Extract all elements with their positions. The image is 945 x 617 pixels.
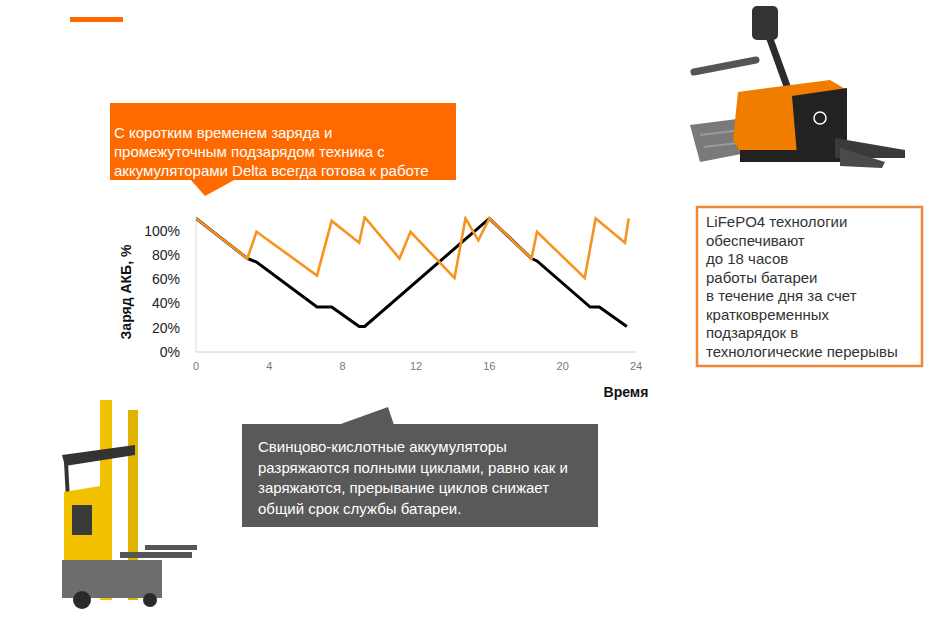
callout-line: LiFePO4 технологии xyxy=(706,213,847,230)
plot-area xyxy=(196,217,629,326)
infographic: 0% 20% 40% 60% 80% 100% 0 4 8 12 16 20 24 Заряд АКБ, … xyxy=(0,0,945,617)
callout-line: до 18 часов xyxy=(706,250,788,267)
wheel xyxy=(143,593,157,607)
logo xyxy=(814,112,826,124)
callout-line: работы батареи xyxy=(706,269,817,286)
pallet-truck-illustration xyxy=(690,6,905,168)
x-tick-label: 4 xyxy=(266,360,272,372)
truck-base xyxy=(740,150,850,162)
seat xyxy=(72,505,92,535)
y-tick-label: 80% xyxy=(152,247,180,263)
callout-line: разряжаются полными циклами, равно как и xyxy=(258,459,568,476)
y-tick-label: 60% xyxy=(152,271,180,287)
overhead-guard xyxy=(62,445,135,466)
x-tick-label: 20 xyxy=(557,360,569,372)
bordered-callout: LiFePO4 технологии обеспечиваютдо 18 часо… xyxy=(697,207,922,366)
callout-line: в течение дня за счет xyxy=(706,287,857,304)
callout-pointer xyxy=(190,179,236,196)
truck-base xyxy=(62,560,162,598)
callout-line: подзарядок в xyxy=(706,324,798,341)
callout-line: Свинцово-кислотные аккумуляторы xyxy=(258,438,507,455)
header-accent xyxy=(70,17,123,22)
x-axis-title: Время xyxy=(604,384,649,400)
callout-text: С коротким временем заряда и промежуточны… xyxy=(114,124,429,179)
callout-box xyxy=(697,207,922,366)
truck-body xyxy=(733,80,847,160)
callout-line: общий срок службы батареи. xyxy=(258,500,461,517)
callout-text: LiFePO4 технологии обеспечиваютдо 18 часо… xyxy=(706,213,898,360)
y-axis-title: Заряд АКБ, % xyxy=(118,244,134,339)
y-tick-label: 0% xyxy=(160,344,180,360)
x-axis-line xyxy=(196,352,636,353)
callout-line: С коротким временем заряда и xyxy=(114,124,332,141)
fork xyxy=(120,552,192,558)
y-tick-label: 20% xyxy=(152,320,180,336)
y-tick-label: 100% xyxy=(144,223,180,239)
callout-line: кратковременных xyxy=(706,306,830,323)
line-chart: 0% 20% 40% 60% 80% 100% 0 4 8 12 16 20 24 Заряд АКБ, … xyxy=(118,216,648,400)
callout-line: обеспечивают xyxy=(706,232,805,249)
fork xyxy=(145,545,197,550)
x-tick-label: 0 xyxy=(193,360,199,372)
gray-callout: Свинцово-кислотные аккумуляторы разряжают… xyxy=(242,407,598,527)
y-tick-label: 40% xyxy=(152,295,180,311)
reach-truck-illustration xyxy=(62,400,197,609)
orange-callout: С коротким временем заряда и промежуточны… xyxy=(110,103,456,196)
callout-line: аккумуляторами Delta всегда готова к раб… xyxy=(114,162,429,179)
callout-line: заряжаются, прерывание циклов снижает xyxy=(258,479,549,496)
wheel xyxy=(73,591,91,609)
x-tick-label: 16 xyxy=(483,360,495,372)
series-line xyxy=(196,217,629,278)
x-tick-label: 12 xyxy=(410,360,422,372)
y-axis-line xyxy=(196,216,197,352)
x-tick-label: 24 xyxy=(630,360,642,372)
callout-line: технологические перерывы xyxy=(706,343,898,360)
callout-box xyxy=(110,103,456,180)
x-tick-label: 8 xyxy=(340,360,346,372)
tiller-head xyxy=(752,6,778,40)
callout-box xyxy=(242,424,598,527)
callout-text: Свинцово-кислотные аккумуляторы разряжают… xyxy=(258,438,568,517)
callout-pointer xyxy=(338,407,394,425)
fork xyxy=(840,148,885,168)
callout-line: промежуточным подзарядом техника с xyxy=(114,143,385,160)
tiller-grip xyxy=(694,60,756,72)
